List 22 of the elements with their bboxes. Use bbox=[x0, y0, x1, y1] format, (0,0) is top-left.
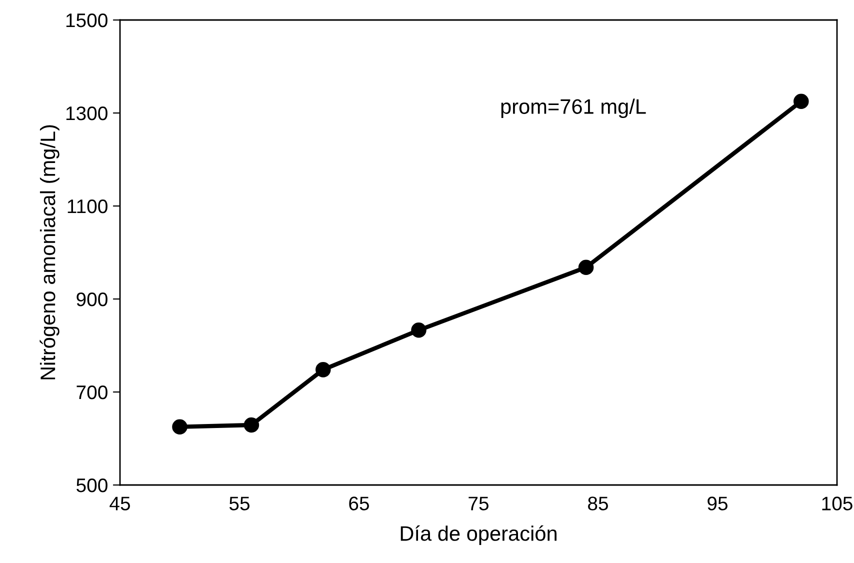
x-tick-label: 105 bbox=[822, 496, 852, 510]
x-tick-label: 55 bbox=[229, 496, 250, 510]
point bbox=[244, 417, 260, 433]
y-tick-label: 1500 bbox=[66, 13, 108, 28]
x-tick-label: 75 bbox=[468, 496, 488, 510]
x-tick-label: 95 bbox=[708, 496, 728, 510]
point bbox=[316, 362, 331, 378]
y-tick-label: 1300 bbox=[66, 106, 108, 120]
x-tick-label: 45 bbox=[110, 496, 130, 510]
annotation: prom=761 mg/L bbox=[501, 98, 646, 118]
y-tick-label: 900 bbox=[76, 292, 108, 306]
point bbox=[794, 94, 809, 110]
y-tick-label: 500 bbox=[76, 478, 108, 492]
point bbox=[578, 260, 594, 276]
y-tick-label: 1100 bbox=[68, 199, 108, 214]
point bbox=[172, 419, 188, 435]
point bbox=[411, 322, 426, 338]
y-tick-label: 700 bbox=[76, 385, 108, 400]
y-axis-title: Nitrógeno amoniacal (mg/L) bbox=[40, 125, 60, 380]
x-tick-label: 65 bbox=[349, 496, 369, 510]
x-tick-label: 85 bbox=[588, 496, 608, 510]
x-axis-title: Día de operación bbox=[400, 525, 556, 546]
